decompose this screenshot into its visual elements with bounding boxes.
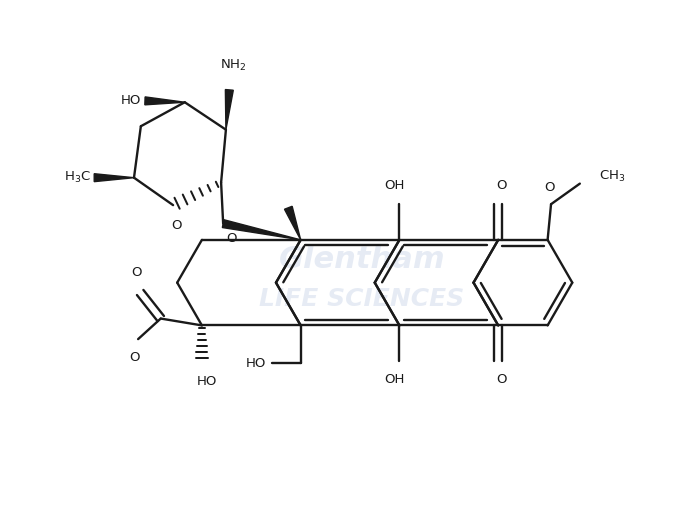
Text: O: O — [496, 373, 507, 386]
Text: O: O — [129, 352, 140, 365]
Text: LIFE SCIENCES: LIFE SCIENCES — [259, 287, 464, 311]
Text: O: O — [226, 232, 237, 245]
Text: Glentham: Glentham — [278, 245, 445, 275]
Text: OH: OH — [383, 373, 404, 386]
Text: O: O — [496, 179, 507, 192]
Text: O: O — [544, 181, 555, 194]
Polygon shape — [285, 206, 301, 240]
Polygon shape — [226, 89, 233, 129]
Text: O: O — [171, 219, 182, 232]
Text: O: O — [132, 266, 142, 279]
Polygon shape — [222, 220, 301, 240]
Text: HO: HO — [120, 94, 141, 107]
Text: HO: HO — [246, 357, 267, 370]
Text: OH: OH — [383, 179, 404, 192]
Text: H$_3$C: H$_3$C — [64, 170, 90, 185]
Text: NH$_2$: NH$_2$ — [219, 58, 246, 73]
Polygon shape — [94, 174, 134, 181]
Text: CH$_3$: CH$_3$ — [599, 169, 626, 184]
Text: HO: HO — [197, 375, 218, 388]
Polygon shape — [145, 97, 184, 105]
